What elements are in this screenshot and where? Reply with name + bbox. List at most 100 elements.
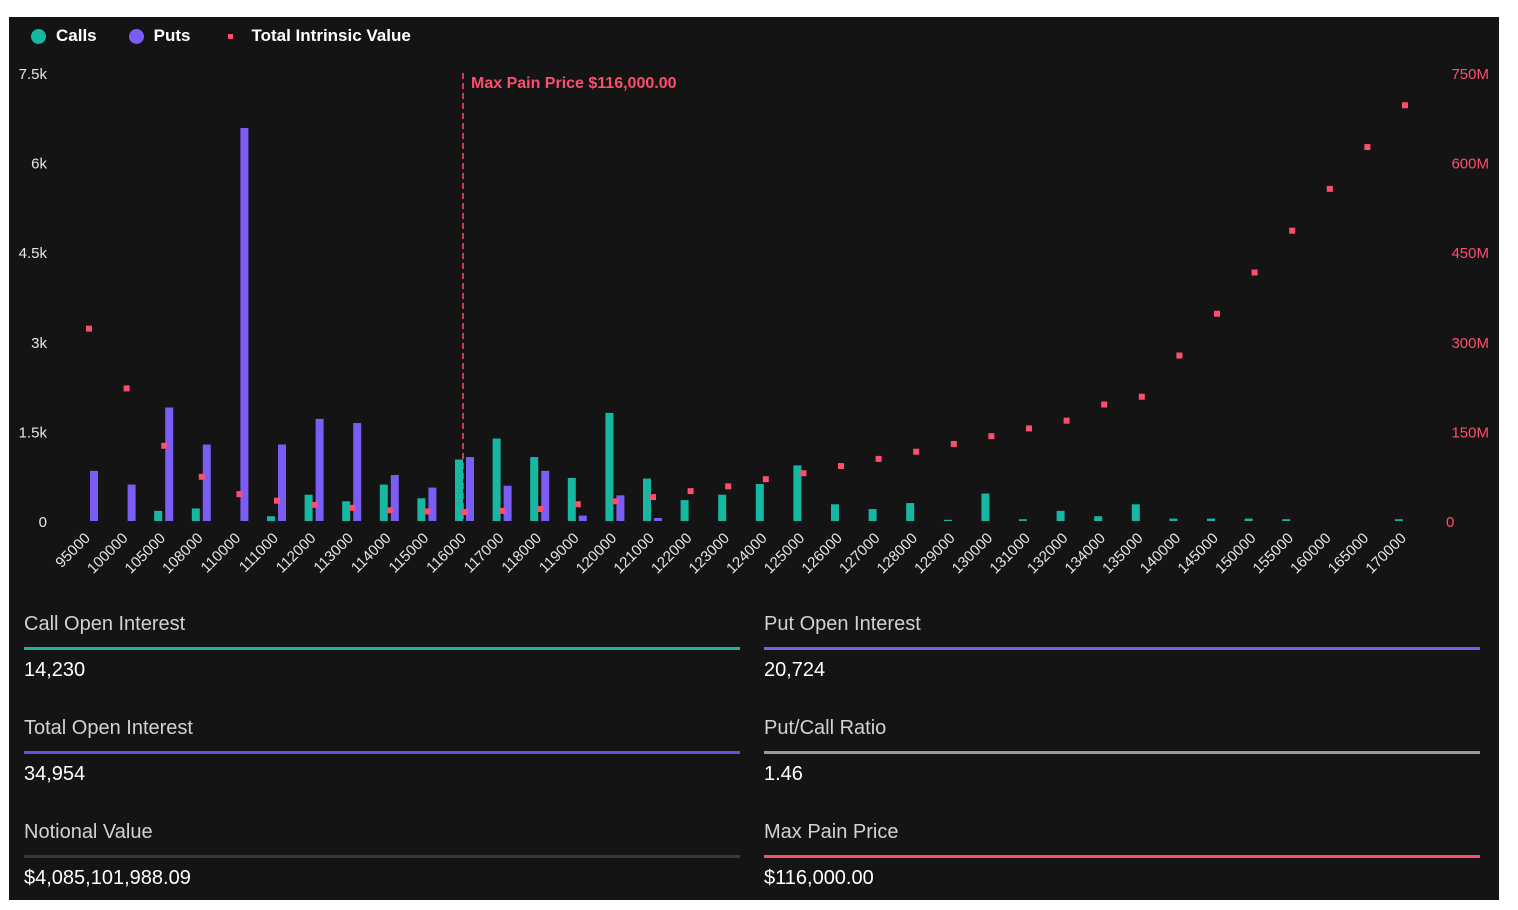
intrinsic-point[interactable] — [1364, 144, 1371, 151]
intrinsic-point[interactable] — [725, 483, 732, 490]
intrinsic-point[interactable] — [123, 385, 130, 392]
stat-label: Put Open Interest — [764, 613, 921, 635]
call-bar[interactable] — [680, 500, 689, 521]
put-bar[interactable] — [278, 444, 286, 521]
call-bar[interactable] — [755, 483, 764, 521]
intrinsic-point[interactable] — [1289, 227, 1296, 234]
call-bar[interactable] — [831, 504, 839, 521]
call-bar[interactable] — [605, 412, 614, 521]
legend-item-total[interactable]: Total Intrinsic Value — [222, 26, 411, 46]
legend-label-puts: Puts — [153, 26, 191, 45]
intrinsic-point[interactable] — [1063, 417, 1070, 424]
put-bar[interactable] — [202, 444, 211, 521]
call-bar[interactable] — [643, 478, 651, 521]
put-bar[interactable] — [240, 127, 249, 522]
intrinsic-point[interactable] — [1101, 401, 1108, 408]
intrinsic-point[interactable] — [1402, 102, 1408, 109]
intrinsic-point[interactable] — [1176, 352, 1183, 359]
call-bar[interactable] — [267, 516, 275, 521]
x-tick-label: 124000 — [723, 530, 770, 577]
call-bar[interactable] — [1019, 519, 1027, 521]
intrinsic-point[interactable] — [161, 442, 168, 449]
call-bar[interactable] — [1282, 519, 1291, 521]
intrinsic-point[interactable] — [462, 509, 468, 516]
intrinsic-point[interactable] — [349, 504, 356, 511]
intrinsic-point[interactable] — [800, 470, 807, 477]
stat-call-open-interest: Call Open Interest 14,230 — [24, 607, 740, 711]
intrinsic-points — [86, 102, 1408, 516]
intrinsic-point[interactable] — [1026, 425, 1032, 432]
call-bar[interactable] — [342, 501, 351, 521]
call-bar[interactable] — [1131, 504, 1140, 521]
intrinsic-point[interactable] — [311, 501, 318, 508]
intrinsic-point[interactable] — [424, 508, 431, 515]
put-bar[interactable] — [541, 470, 550, 521]
intrinsic-point[interactable] — [650, 494, 656, 501]
put-bar[interactable] — [390, 475, 399, 521]
call-bar[interactable] — [530, 457, 539, 521]
intrinsic-point[interactable] — [574, 501, 581, 508]
x-tick-label: 121000 — [610, 530, 657, 577]
call-bar[interactable] — [1056, 510, 1065, 521]
call-bar[interactable] — [943, 519, 952, 521]
intrinsic-point[interactable] — [950, 440, 957, 447]
x-tick-label: 140000 — [1137, 530, 1184, 577]
right-tick-label: 300M — [1451, 335, 1489, 352]
x-tick-label: 116000 — [423, 530, 470, 577]
call-bar[interactable] — [304, 494, 313, 521]
put-bar[interactable] — [353, 423, 362, 521]
call-bar[interactable] — [1395, 519, 1403, 521]
intrinsic-point[interactable] — [537, 506, 544, 513]
call-bar[interactable] — [567, 477, 576, 521]
call-bar[interactable] — [906, 503, 915, 521]
call-bar[interactable] — [718, 494, 727, 521]
intrinsic-point[interactable] — [1214, 310, 1220, 317]
intrinsic-point[interactable] — [499, 507, 506, 514]
call-bar[interactable] — [417, 498, 426, 521]
call-bar[interactable] — [981, 493, 990, 521]
call-bar[interactable] — [1169, 518, 1178, 521]
intrinsic-point[interactable] — [988, 433, 995, 440]
put-bar[interactable] — [90, 470, 98, 521]
put-bar[interactable] — [466, 457, 474, 521]
call-bar[interactable] — [492, 438, 501, 521]
put-bar[interactable] — [654, 518, 662, 521]
intrinsic-point[interactable] — [1138, 393, 1145, 400]
total-square-icon — [228, 33, 234, 39]
x-tick-label: 113000 — [310, 530, 357, 577]
call-bar[interactable] — [1207, 518, 1215, 521]
intrinsic-point[interactable] — [198, 473, 205, 480]
put-bar[interactable] — [315, 418, 324, 521]
call-bar[interactable] — [1244, 518, 1253, 521]
call-bar[interactable] — [1094, 516, 1103, 521]
intrinsic-point[interactable] — [1326, 185, 1333, 192]
legend-item-calls[interactable]: Calls — [31, 26, 97, 46]
intrinsic-point[interactable] — [612, 498, 619, 505]
intrinsic-point[interactable] — [274, 497, 280, 504]
put-bar[interactable] — [503, 485, 512, 521]
intrinsic-point[interactable] — [236, 491, 243, 498]
call-bar[interactable] — [154, 510, 163, 521]
put-bar[interactable] — [616, 495, 625, 521]
intrinsic-point[interactable] — [687, 488, 694, 495]
call-bar[interactable] — [868, 509, 877, 521]
max-pain-marker: Max Pain Price $116,000.00 — [462, 73, 677, 521]
put-bar[interactable] — [428, 487, 437, 521]
intrinsic-point[interactable] — [1251, 269, 1258, 276]
put-bar[interactable] — [127, 484, 136, 521]
intrinsic-point[interactable] — [762, 476, 769, 483]
legend-item-puts[interactable]: Puts — [128, 26, 191, 46]
stat-value: 1.46 — [764, 763, 803, 785]
chart-panel: Calls Puts Total Intrinsic Value 0 1.5k 3k… — [9, 17, 1499, 900]
intrinsic-point[interactable] — [875, 455, 882, 462]
call-bar[interactable] — [379, 484, 388, 521]
call-bar[interactable] — [793, 465, 802, 521]
intrinsic-point[interactable] — [913, 448, 920, 455]
call-bar[interactable] — [191, 508, 200, 521]
call-bar[interactable] — [455, 459, 463, 521]
put-bar[interactable] — [165, 407, 174, 521]
put-bar[interactable] — [578, 515, 587, 521]
intrinsic-point[interactable] — [838, 463, 844, 470]
intrinsic-point[interactable] — [86, 325, 92, 332]
intrinsic-point[interactable] — [386, 507, 393, 514]
